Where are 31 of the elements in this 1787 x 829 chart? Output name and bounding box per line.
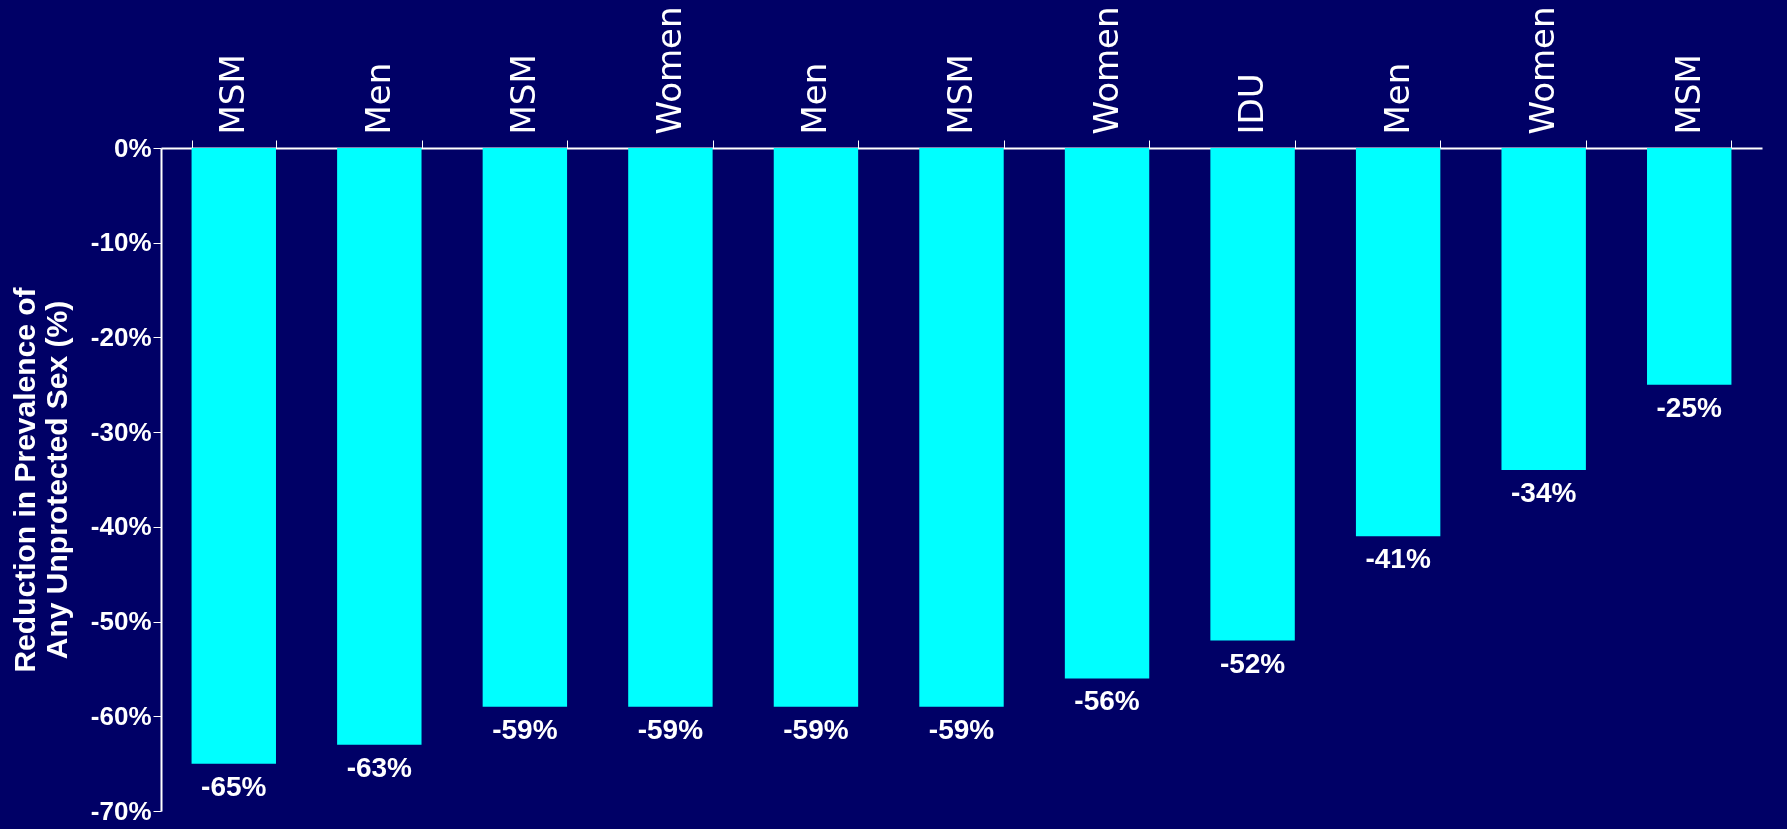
data-label: -65%: [201, 770, 267, 802]
x-tick-label: Women: [1522, 6, 1563, 135]
y-tick-label: -60%: [90, 700, 152, 731]
data-label: -59%: [783, 713, 849, 745]
data-label: -25%: [1656, 391, 1723, 423]
data-label: -59%: [928, 713, 995, 745]
x-tick-label: IDU: [1231, 73, 1272, 135]
y-tick-label: -50%: [90, 606, 152, 637]
y-tick-label: -30%: [90, 416, 152, 447]
y-tick-label: 0%: [113, 132, 152, 163]
data-label: -63%: [346, 751, 413, 783]
data-label: -59%: [637, 713, 704, 745]
data-label: -52%: [1219, 647, 1286, 679]
data-label: -56%: [1074, 685, 1140, 717]
x-tick-label: Women: [1085, 6, 1126, 135]
x-tick-label: MSM: [503, 54, 544, 135]
x-tick-label: Women: [648, 6, 689, 135]
x-tick-label: MSM: [1667, 54, 1708, 135]
data-label: -41%: [1365, 543, 1431, 575]
x-tick-label: Men: [794, 62, 835, 135]
y-tick-label: -70%: [90, 795, 152, 826]
y-tick-label: -40%: [90, 511, 152, 542]
x-tick-label: Men: [1376, 62, 1417, 135]
x-tick-label: MSM: [940, 54, 980, 135]
y-axis-title: Reduction in Prevalence of Any Unprotected Sex (%): [7, 286, 73, 673]
x-tick-label: MSM: [212, 54, 253, 135]
data-label: -34%: [1510, 477, 1577, 509]
y-tick-label: -10%: [90, 227, 152, 258]
y-tick-label: -20%: [90, 321, 152, 352]
data-label: -59%: [492, 713, 558, 745]
x-tick-label: Men: [357, 62, 398, 135]
